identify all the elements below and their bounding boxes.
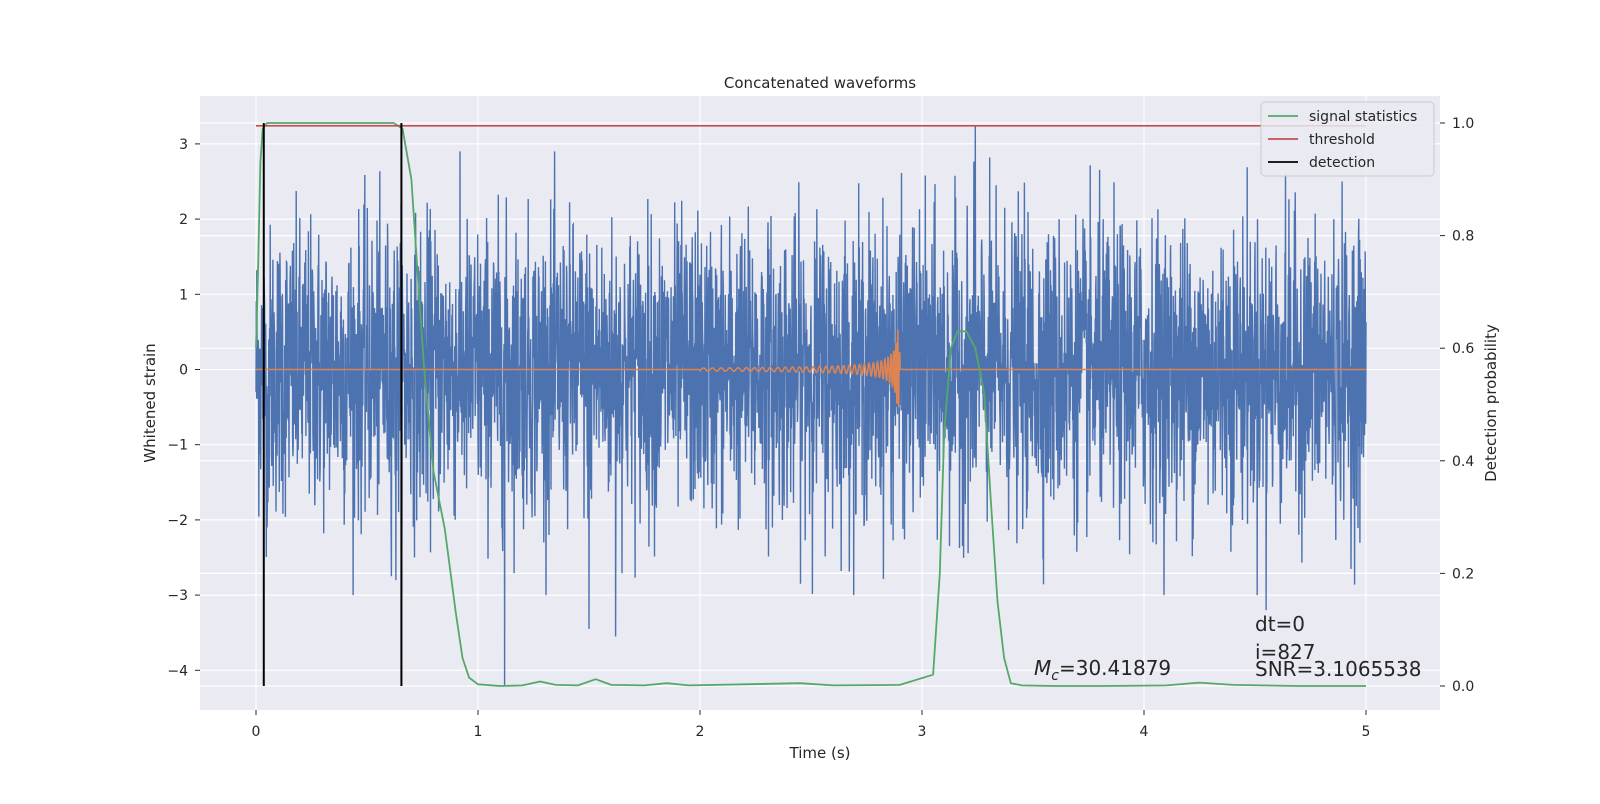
signal-statistics-line xyxy=(255,122,1366,687)
x-tick-label: 4 xyxy=(1140,724,1149,740)
x-tick-label: 5 xyxy=(1362,724,1371,740)
x-tick-label: 1 xyxy=(474,724,483,740)
injected-waveform-line xyxy=(256,329,1366,408)
legend-label-signal-statistics: signal statistics xyxy=(1309,109,1417,125)
y2-tick-label: 0.4 xyxy=(1452,454,1474,470)
annotation-mc-subscript: c xyxy=(1051,668,1059,684)
legend: signal statistics threshold detection xyxy=(1260,101,1435,177)
y2-tick-label: 1.0 xyxy=(1452,116,1474,132)
y2-tick-label: 0.0 xyxy=(1452,679,1474,695)
strain-line xyxy=(255,125,1367,686)
x-axis-label: Time (s) xyxy=(789,744,851,762)
y2-tick-label: 0.2 xyxy=(1452,566,1474,582)
annotation-mc-symbol: M xyxy=(1034,656,1051,680)
annotation-mc: Mc=30.41879 xyxy=(1034,656,1171,684)
x-tick-label: 2 xyxy=(696,724,705,740)
injected-waveform-series xyxy=(256,329,1366,408)
annotation-dt: dt=0 xyxy=(1255,612,1305,636)
legend-label-threshold: threshold xyxy=(1309,132,1375,148)
detection-series xyxy=(262,123,403,686)
y-tick-label: −2 xyxy=(167,513,188,529)
strain-series xyxy=(255,125,1367,686)
y-axis-ticks: 3 2 1 0 −1 −2 −3 −4 xyxy=(167,137,200,679)
chart-title: Concatenated waveforms xyxy=(724,74,916,92)
legend-label-detection: detection xyxy=(1309,155,1375,171)
legend-box xyxy=(1260,101,1435,177)
y-tick-label: 0 xyxy=(179,363,188,379)
y2-axis-ticks: 1.0 0.8 0.6 0.4 0.2 0.0 xyxy=(1440,116,1474,695)
annotation-i: i=827 xyxy=(1255,640,1316,664)
x-tick-label: 3 xyxy=(918,724,927,740)
x-tick-label: 0 xyxy=(252,724,261,740)
y-axis-label: Whitened strain xyxy=(141,343,159,462)
annotation-snr: SNR=3.1065538 xyxy=(1255,657,1421,681)
y2-axis-label: Detection probability xyxy=(1482,324,1500,482)
y-tick-label: −3 xyxy=(167,588,188,604)
annotation-mc-value: =30.41879 xyxy=(1059,656,1171,680)
y-tick-label: −4 xyxy=(167,663,188,679)
y-tick-label: 2 xyxy=(179,212,188,228)
y2-tick-label: 0.8 xyxy=(1452,229,1474,245)
y-tick-label: −1 xyxy=(167,438,188,454)
y2-tick-label: 0.6 xyxy=(1452,341,1474,357)
signal-statistics-series xyxy=(255,122,1366,687)
x-axis-ticks: 0 1 2 3 4 5 xyxy=(252,710,1371,740)
y-tick-label: 3 xyxy=(179,137,188,153)
y-tick-label: 1 xyxy=(179,287,188,303)
